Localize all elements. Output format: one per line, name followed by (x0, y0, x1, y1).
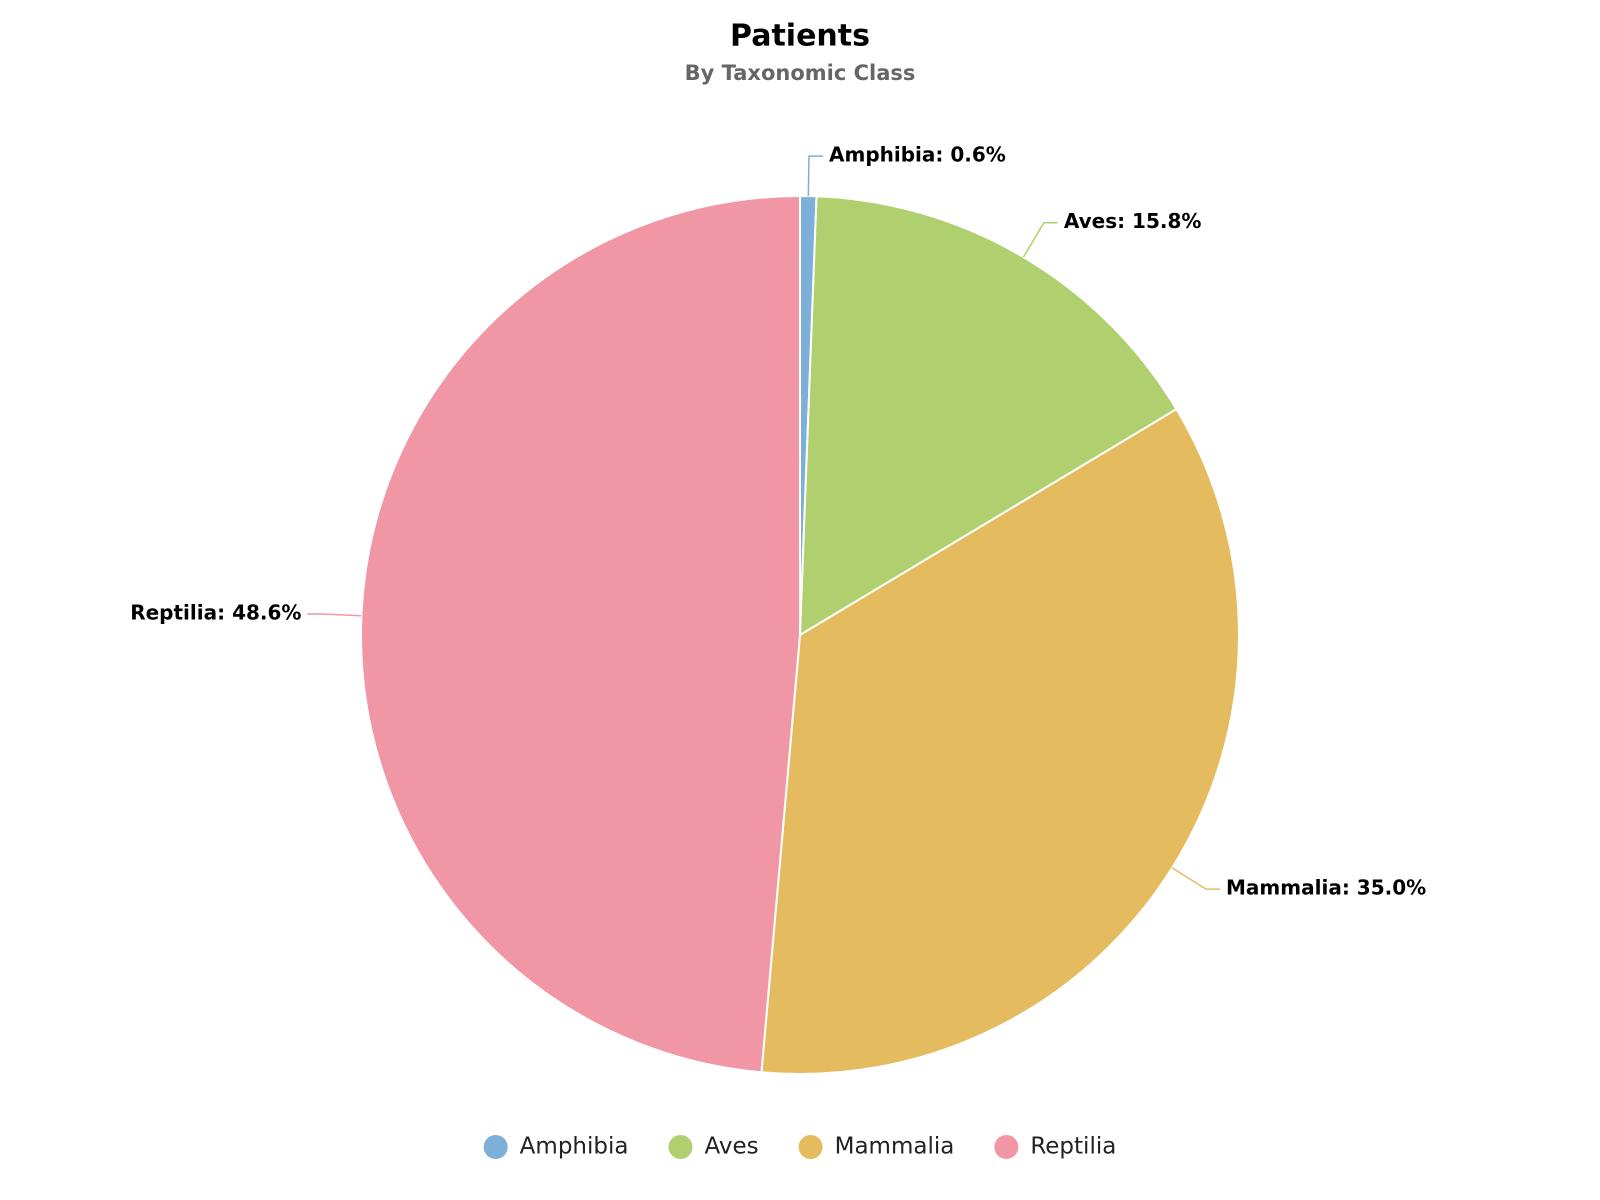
pie-slice (798, 195, 1178, 637)
legend-label: Amphibia (520, 1134, 629, 1160)
label-connector (807, 155, 824, 197)
label-connector (307, 613, 362, 617)
chart-title: Patients (730, 19, 870, 54)
data-label: Amphibia: 0.6% (829, 143, 1006, 167)
chart-subtitle: By Taxonomic Class (685, 61, 916, 85)
legend-marker (798, 1135, 823, 1159)
data-label: Aves: 15.8% (1064, 209, 1202, 233)
legend-label: Aves (704, 1134, 758, 1160)
legend: Amphibia Aves Mammalia Reptilia (483, 1134, 1116, 1160)
legend-label: Reptilia (1030, 1134, 1116, 1160)
data-label: Reptilia: 48.6% (130, 600, 301, 624)
legend-marker (668, 1135, 693, 1159)
pie-slice (360, 194, 801, 1074)
label-connector (1171, 867, 1221, 890)
label-connector (1022, 221, 1058, 258)
legend-marker (994, 1135, 1019, 1159)
pie-slice (760, 407, 1240, 1075)
data-label: Mammalia: 35.0% (1226, 876, 1426, 900)
legend-label: Mammalia (835, 1134, 955, 1160)
legend-marker (483, 1135, 508, 1159)
